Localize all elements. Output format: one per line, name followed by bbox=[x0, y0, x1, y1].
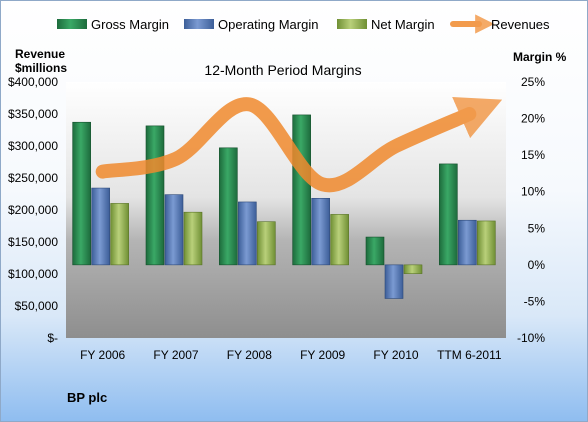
x-tick-label: FY 2010 bbox=[373, 348, 418, 362]
operating-margin-bar bbox=[458, 219, 477, 266]
left-tick-label: $200,000 bbox=[8, 203, 58, 217]
left-tick-label: $250,000 bbox=[8, 171, 58, 185]
x-tick-label: FY 2008 bbox=[227, 348, 272, 362]
right-axis: -10% -5% 0% 5% 10% 15% 20% 25% bbox=[517, 75, 545, 345]
gross-margin-bar bbox=[365, 236, 385, 266]
operating-margin-bar bbox=[311, 197, 330, 266]
revenue-line bbox=[95, 97, 503, 193]
right-tick-label: 15% bbox=[521, 148, 545, 162]
x-tick-label: FY 2006 bbox=[80, 348, 125, 362]
left-tick-label: $150,000 bbox=[8, 235, 58, 249]
left-tick-label: $- bbox=[47, 331, 58, 345]
right-tick-label: -10% bbox=[517, 331, 545, 345]
left-axis-title-line1: Revenue bbox=[15, 47, 65, 61]
net-margin-bar bbox=[403, 264, 423, 274]
x-tick-label: TTM 6-2011 bbox=[437, 348, 502, 362]
operating-margin-bar bbox=[164, 194, 184, 266]
revenue-series bbox=[95, 97, 503, 193]
left-tick-label: $350,000 bbox=[8, 107, 58, 121]
gross-margin-bar bbox=[292, 114, 311, 266]
company-name: BP plc bbox=[67, 390, 108, 405]
legend-label-net-margin: Net Margin bbox=[371, 17, 435, 32]
left-tick-label: $50,000 bbox=[15, 299, 59, 313]
right-tick-label: 25% bbox=[521, 75, 545, 89]
net-margin-bar bbox=[110, 203, 129, 266]
x-tick-label: FY 2007 bbox=[153, 348, 198, 362]
net-margin-bar bbox=[330, 214, 349, 266]
operating-margin-bar bbox=[91, 187, 110, 266]
legend-swatch-gross-margin bbox=[57, 19, 87, 29]
gross-margin-bar bbox=[439, 163, 458, 266]
right-tick-label: 20% bbox=[521, 112, 545, 126]
net-margin-bar bbox=[183, 211, 203, 266]
legend: Gross Margin Operating Margin Net Margin… bbox=[57, 14, 550, 34]
gross-margin-bar bbox=[145, 125, 165, 266]
x-tick-label: FY 2009 bbox=[300, 348, 345, 362]
right-axis-title: Margin % bbox=[513, 50, 567, 64]
chart-title: 12-Month Period Margins bbox=[204, 62, 361, 78]
x-axis: FY 2006 FY 2007 FY 2008 FY 2009 FY 2010 TTM 6… bbox=[80, 348, 502, 362]
legend-swatch-operating-margin bbox=[184, 19, 214, 29]
left-tick-label: $300,000 bbox=[8, 139, 58, 153]
operating-margin-bar bbox=[238, 201, 257, 266]
operating-margin-bar bbox=[384, 264, 404, 299]
legend-label-operating-margin: Operating Margin bbox=[218, 17, 318, 32]
left-axis: $- $50,000 $100,000 $150,000 $200,000 $250,00… bbox=[8, 75, 58, 345]
net-margin-bar bbox=[477, 220, 496, 266]
legend-label-revenues: Revenues bbox=[491, 17, 550, 32]
net-margin-bar bbox=[257, 221, 276, 266]
left-tick-label: $400,000 bbox=[8, 75, 58, 89]
right-tick-label: 0% bbox=[528, 258, 546, 272]
legend-swatch-net-margin bbox=[337, 19, 367, 29]
legend-label-gross-margin: Gross Margin bbox=[91, 17, 169, 32]
left-axis-title-line2: $millions bbox=[15, 61, 67, 75]
right-tick-label: -5% bbox=[524, 294, 546, 308]
gross-margin-bar bbox=[219, 147, 238, 266]
gross-margin-bar bbox=[72, 121, 91, 266]
right-tick-label: 5% bbox=[528, 221, 546, 235]
right-tick-label: 10% bbox=[521, 185, 545, 199]
left-tick-label: $100,000 bbox=[8, 267, 58, 281]
